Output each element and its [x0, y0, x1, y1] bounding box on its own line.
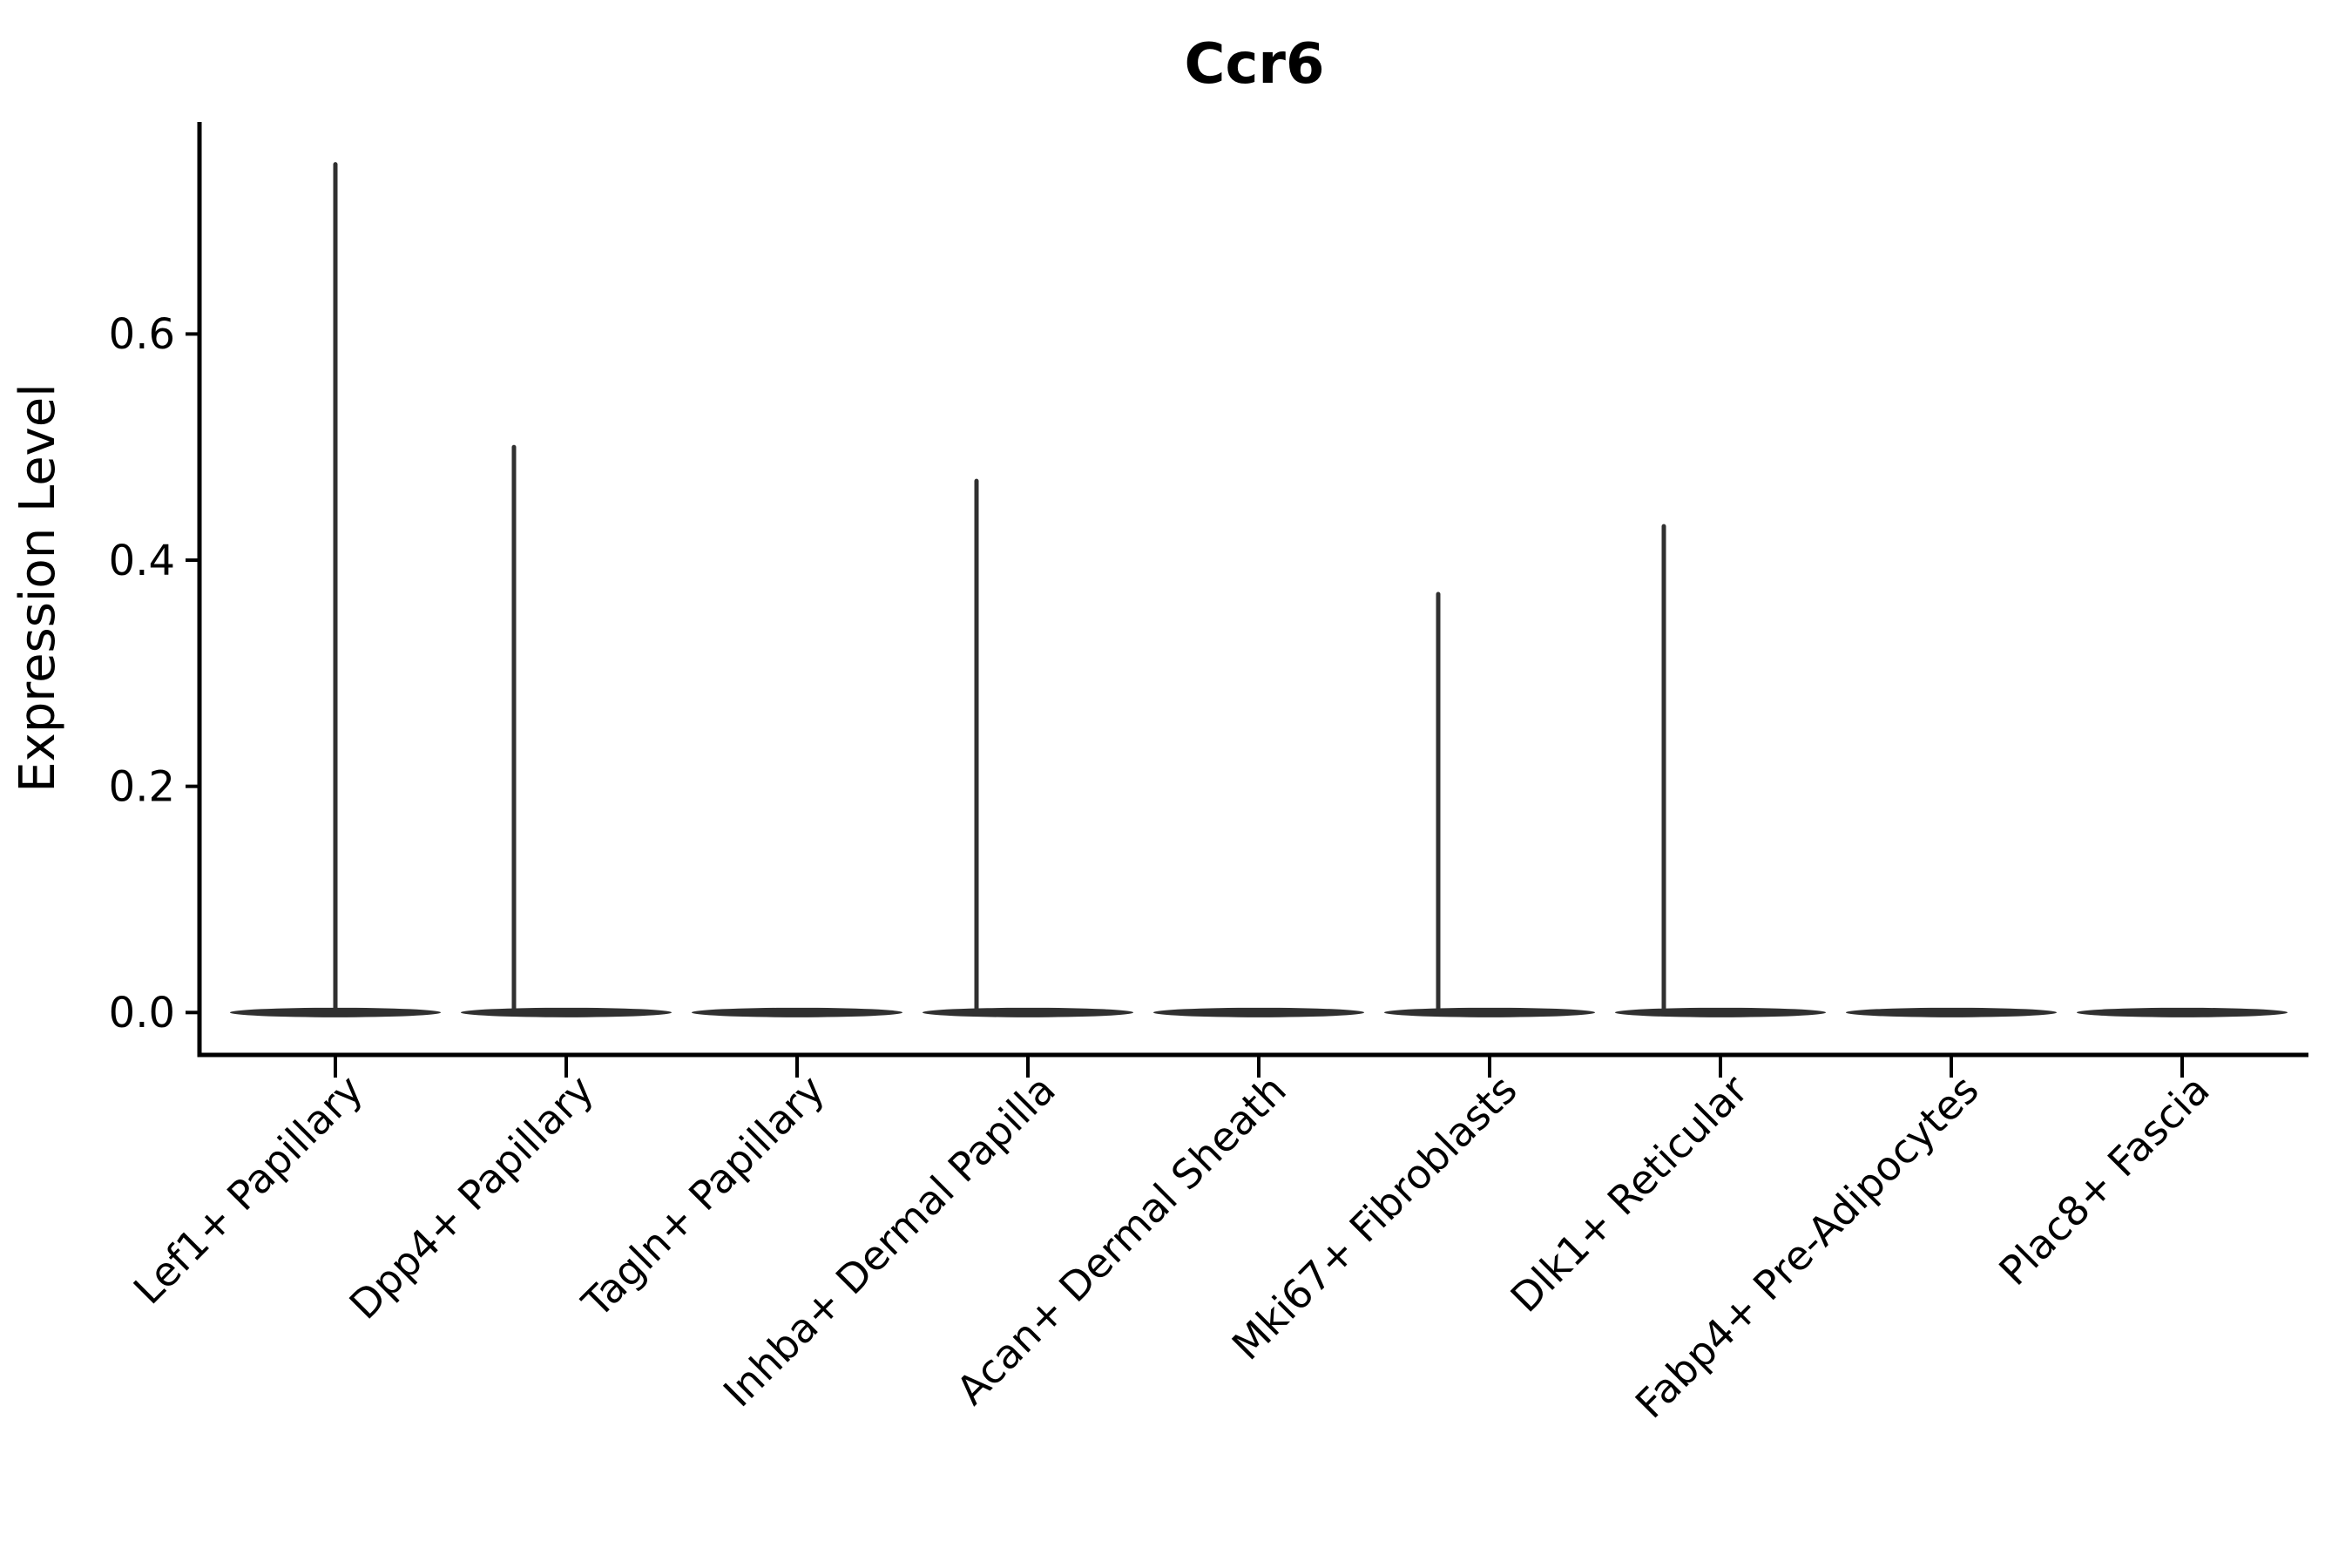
violin-lef1-papillary	[230, 162, 441, 1017]
violin-fabp4-pre-adipocytes	[1846, 1007, 2057, 1017]
x-tick-label-plac8-fascia: Plac8+ Fascia	[1990, 1066, 2218, 1294]
violin-body	[2077, 1007, 2288, 1017]
x-tick-label-tagln-papillary: Tagln+ Papillary	[572, 1066, 834, 1328]
violin-body	[923, 1007, 1133, 1017]
violin-acan-dermal-sheath	[1153, 1007, 1364, 1017]
violin-inhba-dermal-papilla	[923, 478, 1133, 1017]
violin-tagln-papillary	[692, 1007, 902, 1017]
y-tick-label: 0.2	[109, 762, 175, 811]
violin-plac8-fascia	[2077, 1007, 2288, 1017]
violins-layer	[230, 162, 2288, 1017]
x-tick-label-dlk1-reticular: Dlk1+ Reticular	[1502, 1066, 1757, 1321]
chart-title: Ccr6	[1185, 32, 1325, 97]
x-tick-label-lef1-papillary: Lef1+ Papillary	[125, 1066, 372, 1314]
y-tick-label: 0.6	[109, 310, 175, 359]
y-tick-label: 0.0	[109, 989, 175, 1037]
violin-body	[692, 1007, 902, 1017]
x-tick-label-dpp4-papillary: Dpp4+ Papillary	[341, 1066, 603, 1328]
violin-dpp4-papillary	[461, 444, 672, 1017]
y-tick-label: 0.4	[109, 537, 175, 585]
violin-dlk1-reticular	[1615, 524, 1826, 1017]
y-axis-label: Expression Level	[10, 383, 66, 793]
violin-mki67-fibroblasts	[1384, 591, 1595, 1017]
violin-body	[1153, 1007, 1364, 1017]
y-axis-ticks-layer: 0.0 0.2 0.4 0.6	[109, 310, 199, 1037]
violin-body	[1846, 1007, 2057, 1017]
axes-spines-layer	[197, 122, 2308, 1058]
violin-body	[461, 1007, 672, 1017]
violin-body	[1615, 1007, 1826, 1017]
violin-body	[1384, 1007, 1595, 1017]
